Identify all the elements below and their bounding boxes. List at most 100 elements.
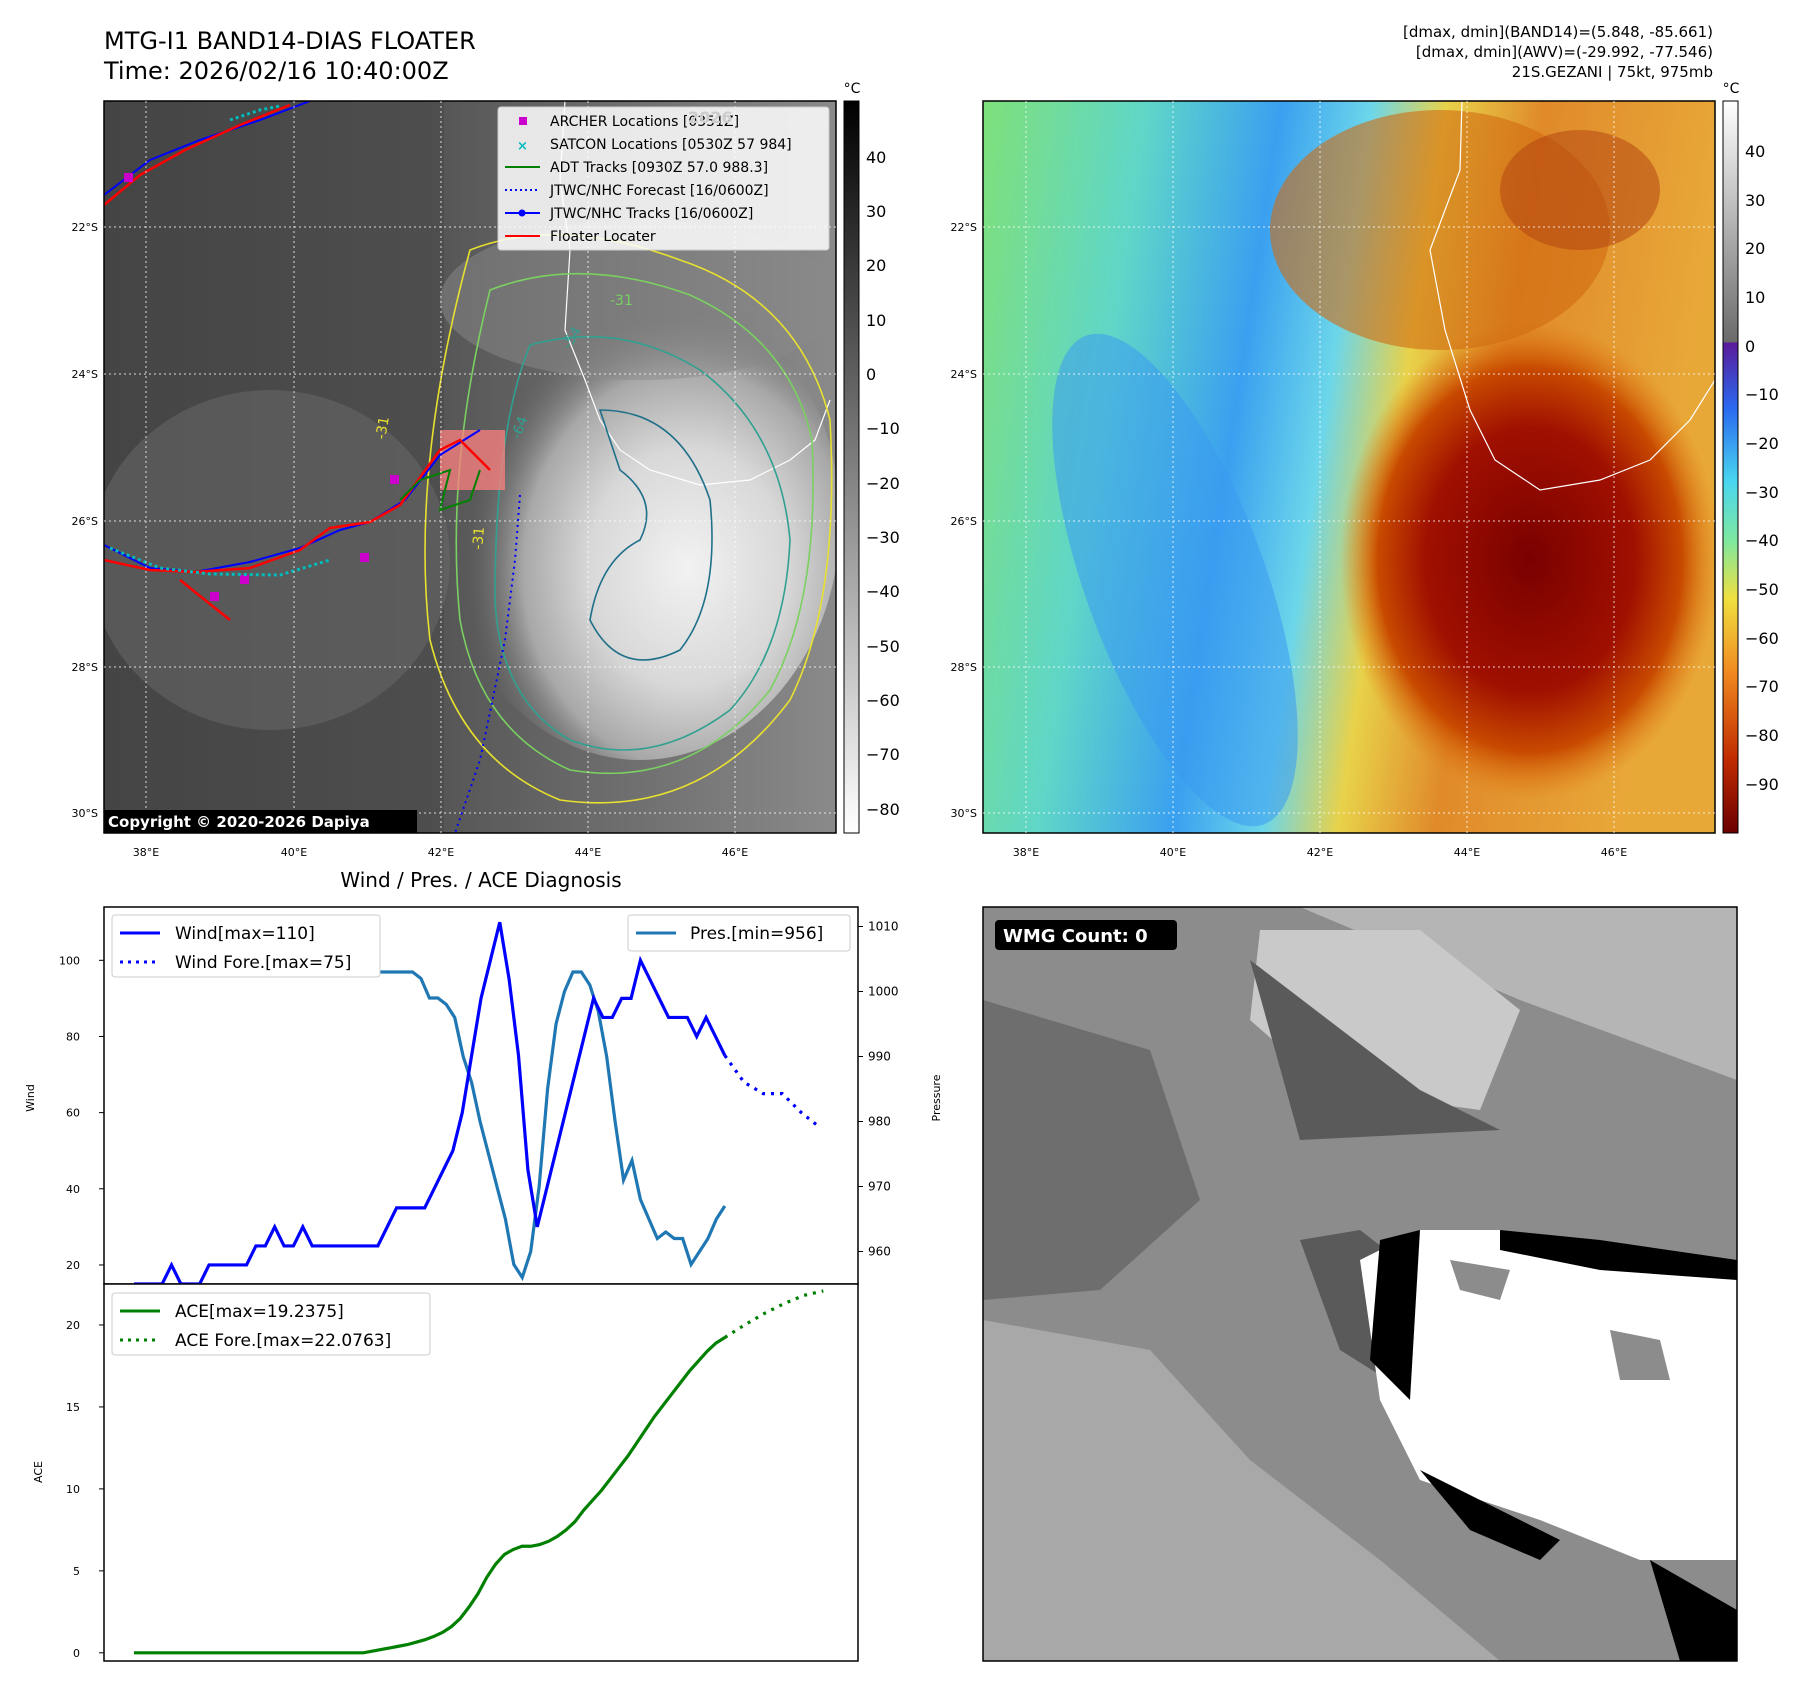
legend-wind-fore-label: Wind Fore.[max=75]	[175, 953, 351, 973]
ace-ytick-label: 0	[73, 1647, 80, 1660]
svg-text:10: 10	[866, 311, 886, 330]
ace-forecast-line	[723, 1289, 824, 1339]
svg-text:40°E: 40°E	[1160, 846, 1186, 859]
ir-lon-labels: 38°E 40°E 42°E 44°E 46°E	[133, 846, 748, 859]
wind-ytick-label: 100	[59, 954, 80, 967]
ace-ytick-label: 5	[73, 1565, 80, 1578]
archer-marker	[360, 553, 369, 562]
ace-ytick-label: 10	[66, 1483, 80, 1496]
satcon-markers	[229, 104, 281, 122]
archer-marker	[390, 475, 399, 484]
dmax-band14: [dmax, dmin](BAND14)=(5.848, -85.661)	[1402, 23, 1713, 41]
copyright-badge	[104, 810, 417, 833]
figure-title: MTG-I1 BAND14-DIAS FLOATER	[104, 27, 476, 55]
ace-series-group	[134, 1289, 824, 1655]
svg-text:40: 40	[1745, 142, 1765, 161]
legend-satcon-label: SATCON Locations [0530Z 57 984]	[550, 137, 792, 153]
contour-dark	[589, 409, 713, 661]
svg-text:−10: −10	[866, 419, 900, 438]
svg-text:44°E: 44°E	[1454, 846, 1480, 859]
svg-text:−20: −20	[866, 474, 900, 493]
legend-floater-label: Floater Locater	[550, 229, 656, 245]
ace-left-ticks: 0 5 10 15 20	[66, 1319, 104, 1660]
archer-marker	[210, 592, 219, 601]
svg-text:30: 30	[1745, 191, 1765, 210]
ir-colorbar-unit: °C	[844, 81, 861, 97]
svg-text:42°E: 42°E	[1307, 846, 1333, 859]
contour-label: -31	[470, 526, 488, 550]
svg-text:−30: −30	[866, 528, 900, 547]
floater-box	[440, 430, 505, 490]
svg-text:−20: −20	[1745, 434, 1779, 453]
ace-ytick-label: 15	[66, 1401, 80, 1414]
legend-archer-label: ARCHER Locations [0351Z]	[550, 114, 739, 130]
svg-text:22°S: 22°S	[72, 221, 98, 234]
pressure-ylabel: Pressure	[930, 1074, 943, 1121]
svg-text:46°E: 46°E	[1601, 846, 1627, 859]
pressure-ytick-label: 980	[868, 1115, 891, 1129]
pressure-ytick-label: 1010	[868, 920, 899, 934]
contour-green	[455, 272, 814, 775]
svg-text:24°S: 24°S	[951, 368, 977, 381]
wmg-frame	[982, 906, 1738, 1662]
wind-ytick-label: 60	[66, 1107, 80, 1120]
ace-legend: ACE[max=19.2375] ACE Fore.[max=22.0763]	[111, 1292, 431, 1356]
legend-tracks-label: JTWC/NHC Tracks [16/0600Z]	[549, 206, 753, 222]
svg-text:−80: −80	[866, 800, 900, 819]
ace-ylabel: ACE	[32, 1461, 45, 1483]
svg-text:40°E: 40°E	[281, 846, 307, 859]
wind-legend: Wind[max=110] Wind Fore.[max=75]	[111, 914, 381, 978]
contour-label: -64	[509, 414, 532, 441]
pressure-ytick-label: 960	[868, 1245, 891, 1259]
figure-time: Time: 2026/02/16 10:40:00Z	[104, 57, 449, 85]
contour-teal	[494, 335, 791, 751]
svg-text:38°E: 38°E	[133, 846, 159, 859]
svg-text:−80: −80	[1745, 726, 1779, 745]
wind-ytick-label: 20	[66, 1259, 80, 1272]
svg-text:28°S: 28°S	[951, 661, 977, 674]
ir-colorbar	[843, 100, 860, 834]
watermark: 2026	[688, 108, 733, 127]
svg-text:−70: −70	[1745, 677, 1779, 696]
jtwc-track-north	[104, 101, 311, 196]
svg-text:−40: −40	[866, 582, 900, 601]
contour-yellow	[424, 233, 833, 804]
awv-frame	[982, 100, 1716, 834]
svg-text:24°S: 24°S	[72, 368, 98, 381]
wind-forecast-line	[723, 1054, 822, 1130]
pressure-ytick-label: 1000	[868, 985, 899, 999]
legend-adt-label: ADT Tracks [0930Z 57.0 988.3]	[550, 160, 768, 176]
jtwc-forecast-track	[454, 494, 521, 833]
awv-colorbar-unit: °C	[1723, 81, 1740, 97]
svg-text:20: 20	[1745, 239, 1765, 258]
svg-text:28°S: 28°S	[72, 661, 98, 674]
legend-wind-label: Wind[max=110]	[175, 924, 315, 944]
svg-text:42°E: 42°E	[428, 846, 454, 859]
svg-text:46°E: 46°E	[722, 846, 748, 859]
ace-line	[134, 1336, 726, 1655]
svg-text:−90: −90	[1745, 775, 1779, 794]
storm-info: 21S.GEZANI | 75kt, 975mb	[1511, 63, 1713, 81]
ir-colorbar-ticks: 40 30 20 10 0 −10 −20 −30 −40 −50 −60 −7…	[866, 148, 900, 819]
svg-text:10: 10	[1745, 288, 1765, 307]
legend-archer-marker	[519, 117, 527, 125]
ir-frame	[103, 100, 837, 834]
archer-marker	[240, 575, 249, 584]
wmg-image	[983, 907, 1737, 1661]
wind-ytick-label: 40	[66, 1183, 80, 1196]
awv-image	[983, 101, 1715, 833]
svg-text:30°S: 30°S	[951, 807, 977, 820]
pressure-ytick-label: 990	[868, 1050, 891, 1064]
legend-pressure-label: Pres.[min=956]	[690, 924, 823, 944]
legend-forecast-label: JTWC/NHC Forecast [16/0600Z]	[549, 183, 769, 199]
wind-ytick-label: 80	[66, 1030, 80, 1043]
svg-text:26°S: 26°S	[951, 515, 977, 528]
legend-tracks-marker	[518, 209, 526, 217]
archer-marker	[124, 173, 133, 182]
svg-text:26°S: 26°S	[72, 515, 98, 528]
svg-text:−60: −60	[1745, 629, 1779, 648]
diagnosis-title: Wind / Pres. / ACE Diagnosis	[340, 868, 621, 892]
svg-text:−50: −50	[866, 637, 900, 656]
wind-line	[134, 921, 727, 1286]
